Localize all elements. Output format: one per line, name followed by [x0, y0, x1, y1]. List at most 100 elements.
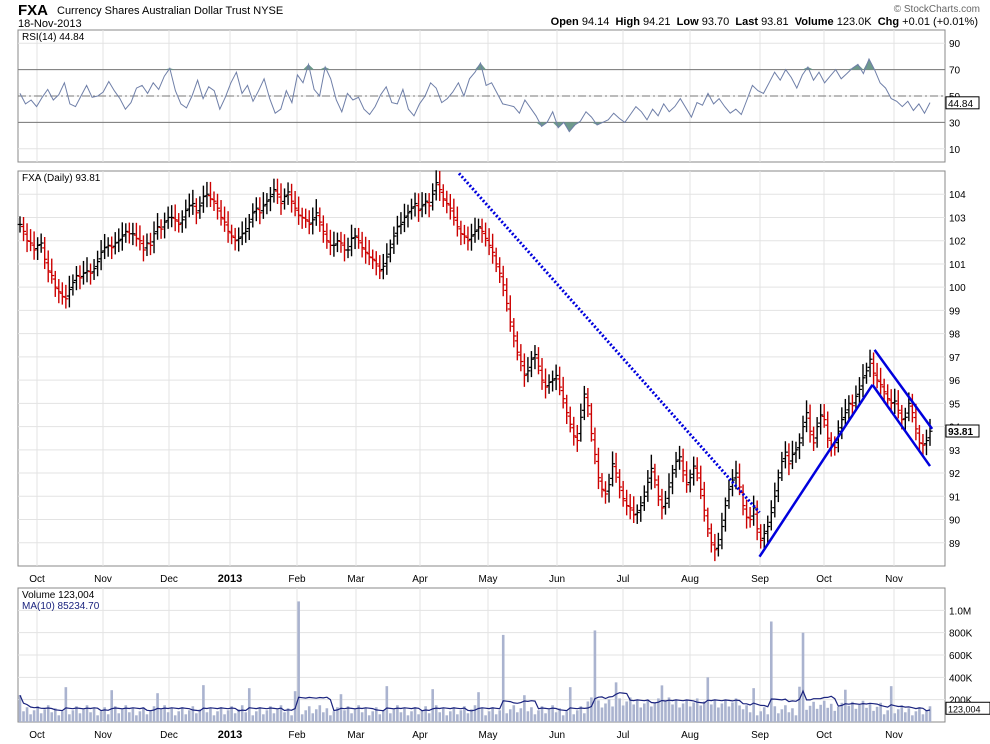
volume-bar — [727, 706, 731, 722]
month-label: 2013 — [218, 573, 242, 585]
volume-bar — [872, 710, 875, 722]
volume-bar — [928, 706, 932, 722]
volume-bar — [794, 715, 798, 722]
price-bar — [257, 197, 263, 225]
price-bar — [345, 237, 351, 259]
month-label: Aug — [681, 730, 699, 741]
volume-bar — [441, 708, 445, 722]
price-bar — [215, 193, 221, 220]
price-bar — [52, 270, 58, 297]
volume-tick-label: 400K — [949, 673, 973, 684]
volume-bar — [297, 601, 300, 722]
price-bar — [45, 250, 51, 283]
volume-bar — [508, 709, 512, 722]
price-bar — [712, 533, 718, 562]
price-bar — [782, 441, 788, 469]
price-bar — [927, 418, 933, 446]
volume-bar — [487, 711, 491, 722]
month-label: Jun — [549, 574, 565, 585]
price-bar — [384, 243, 390, 275]
volume-bar — [505, 713, 509, 722]
volume-bar — [82, 709, 85, 722]
volume-bar — [657, 698, 660, 722]
month-label: Apr — [412, 574, 428, 585]
month-label: Sep — [751, 730, 769, 741]
volume-bar — [336, 707, 339, 722]
price-bar — [179, 210, 185, 233]
open-label: Open — [550, 16, 579, 28]
volume-bar — [865, 707, 868, 722]
price-bar — [528, 351, 534, 378]
volume-bar — [854, 708, 858, 722]
price-bar — [285, 182, 291, 205]
price-bar — [162, 212, 168, 239]
price-bar — [359, 231, 365, 258]
price-bar — [687, 469, 693, 493]
volume-bar — [427, 713, 431, 722]
volume-bar — [530, 707, 533, 722]
volume-bar — [491, 707, 494, 722]
volume-bar — [378, 714, 382, 722]
price-bar — [518, 344, 524, 372]
volume-bar — [586, 701, 590, 722]
volume-bar — [635, 700, 639, 722]
volume-bar — [117, 713, 121, 722]
price-bar — [84, 257, 90, 283]
volume-bar — [399, 712, 403, 722]
volume-bar — [198, 709, 202, 722]
price-bar — [412, 192, 418, 217]
volume-bar — [544, 713, 547, 722]
price-tick-label: 103 — [949, 213, 966, 224]
price-bar — [31, 231, 37, 260]
volume-bar — [283, 712, 286, 722]
price-bar — [169, 205, 175, 228]
volume-bar — [191, 706, 195, 722]
price-bar — [468, 223, 474, 251]
price-bar — [430, 183, 436, 211]
volume-bar — [360, 712, 364, 722]
price-bar — [405, 204, 411, 228]
volume-bar — [604, 703, 607, 722]
price-bar — [603, 481, 609, 504]
volume-bar — [918, 707, 921, 722]
price-bar — [112, 232, 118, 255]
price-bar — [539, 358, 545, 390]
price-bar — [49, 258, 55, 284]
rsi-tick-label: 10 — [949, 145, 961, 156]
price-tick-label: 98 — [949, 330, 961, 341]
price-bar — [232, 227, 238, 251]
price-tick-label: 89 — [949, 539, 961, 550]
price-bar — [864, 362, 870, 384]
price-bar — [440, 184, 446, 208]
price-bar — [768, 500, 774, 531]
price-bar — [916, 424, 922, 451]
volume-bar — [417, 714, 420, 722]
volume-bar — [812, 701, 815, 722]
volume-bar — [893, 713, 897, 722]
price-bar — [881, 378, 887, 404]
price-last-value: 93.81 — [948, 427, 973, 438]
high-value: 94.21 — [643, 16, 671, 28]
price-bar — [804, 400, 810, 433]
volume-bar — [219, 707, 223, 722]
price-bar — [761, 523, 767, 549]
volume-bar — [420, 710, 424, 722]
volume-bar — [389, 713, 392, 722]
volume-bar — [875, 706, 879, 722]
price-bar — [550, 370, 556, 392]
volume-bar — [568, 687, 572, 722]
volume-bar — [840, 702, 844, 722]
price-bar — [56, 279, 62, 304]
volume-bar — [258, 707, 262, 722]
price-bar — [394, 215, 400, 245]
volume-bar — [322, 712, 325, 722]
volume-bar — [911, 715, 914, 722]
volume-bar — [159, 709, 163, 722]
volume-bar — [858, 704, 861, 722]
volume-bar — [343, 710, 346, 722]
price-bar — [698, 465, 704, 500]
low-label: Low — [676, 16, 699, 28]
volume-bar — [113, 706, 117, 722]
price-bar — [546, 374, 552, 394]
price-bar — [313, 199, 319, 226]
